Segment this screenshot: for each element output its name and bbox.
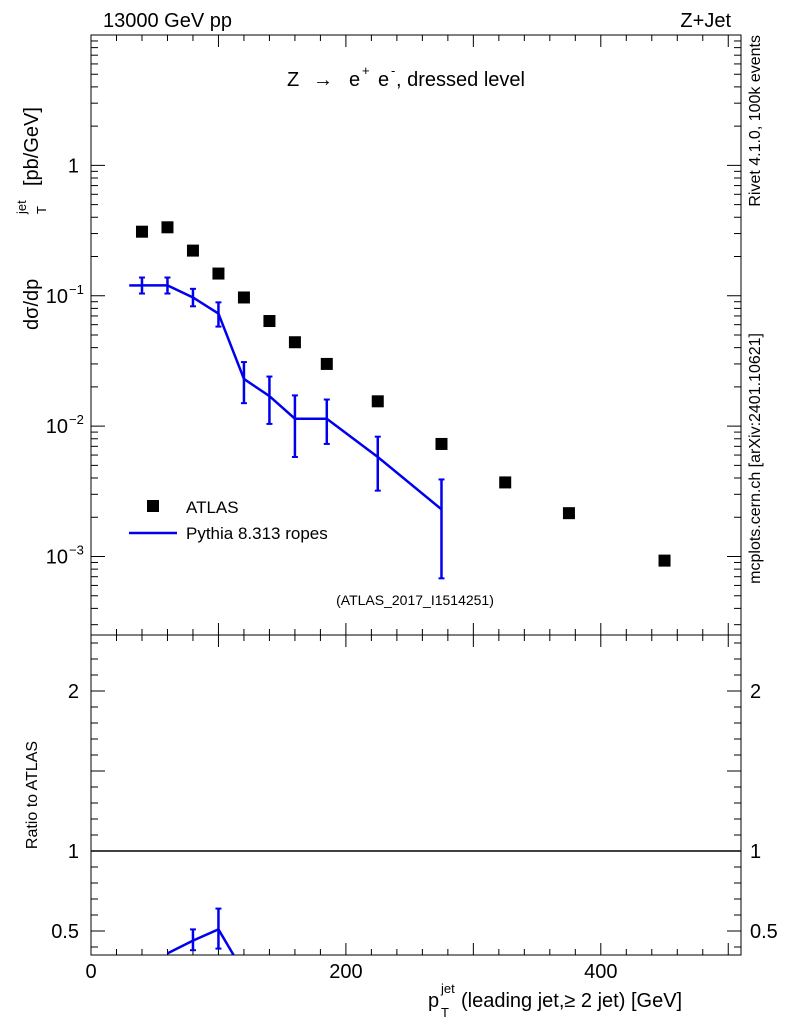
legend-label-pythia: Pythia 8.313 ropes (186, 524, 328, 543)
xlabel-sub: T (441, 1005, 449, 1020)
ratio-axis-ticks (90, 635, 741, 955)
ratio-ytick-left-2: 2 (68, 681, 79, 703)
ratio-y-tick-labels: 0.5 1 2 0.5 1 2 (51, 681, 778, 943)
title-arrow: → (313, 69, 333, 91)
analysis-watermark: (ATLAS_2017_I1514251) (336, 592, 494, 608)
ratio-ytick-right-1: 1 (750, 841, 761, 863)
ratio-ytick-right-2: 2 (750, 681, 761, 703)
title-rest: , dressed level (396, 69, 525, 91)
ytick-label-1e-2: 10 (46, 416, 68, 438)
xtick-label-400: 400 (584, 961, 617, 983)
xlabel-p: p (428, 990, 439, 1012)
atlas-point (371, 395, 384, 408)
atlas-point (161, 221, 174, 234)
atlas-point (186, 244, 199, 257)
title-e2: e (378, 69, 389, 91)
atlas-point (562, 507, 575, 520)
ytick-label-1: 1 (68, 155, 79, 177)
legend: ATLAS Pythia 8.313 ropes (129, 498, 328, 543)
xtick-label-0: 0 (85, 961, 96, 983)
xlabel-sup: jet (440, 981, 455, 996)
ratio-ytick-right-0p5: 0.5 (750, 921, 778, 943)
main-title: Z → e + e - , dressed level (287, 63, 525, 91)
ratio-plot-frame (90, 634, 742, 956)
ylabel-sup: jet (14, 200, 29, 215)
mc-line (141, 284, 443, 511)
title-e1: e (349, 69, 360, 91)
x-axis-label: p jet T (leading jet,≥ 2 jet) [GeV] (428, 981, 682, 1020)
atlas-point (658, 554, 671, 567)
ratio-data-layer (91, 850, 741, 955)
atlas-point (263, 315, 276, 328)
title-z: Z (287, 69, 299, 91)
xtick-label-200: 200 (329, 961, 362, 983)
main-y-tick-labels: 1 10 −1 10 −2 10 −3 (46, 155, 84, 568)
atlas-point (237, 291, 250, 304)
ylabel-sub: T (34, 206, 49, 214)
main-data-layer (129, 221, 671, 580)
rivet-label: Rivet 4.1.0, 100k events (747, 35, 764, 207)
header-right: Z+Jet (680, 10, 731, 32)
header-left: 13000 GeV pp (103, 10, 232, 32)
atlas-point (499, 476, 512, 489)
mcplots-label: mcplots.cern.ch [arXiv:2401.10621] (747, 333, 764, 584)
main-y-axis-label: dσ/dp jet T [pb/GeV] (14, 107, 49, 330)
ratio-ytick-left-1: 1 (68, 841, 79, 863)
title-minus: - (391, 63, 395, 78)
title-plus: + (362, 63, 370, 78)
ytick-exp-1e-1: −1 (69, 282, 84, 297)
ratio-y-axis-label: Ratio to ATLAS (24, 741, 41, 849)
x-tick-labels: 0 200 400 (85, 961, 617, 983)
atlas-point (135, 225, 148, 238)
ytick-exp-1e-3: −3 (69, 543, 84, 558)
atlas-point (320, 357, 333, 370)
ratio-mc-line (166, 927, 236, 955)
main-plot-frame (90, 34, 742, 636)
atlas-point (435, 437, 448, 450)
ytick-label-1e-3: 10 (46, 547, 68, 569)
xlabel-rest: (leading jet,≥ 2 jet) [GeV] (461, 990, 682, 1012)
atlas-point (288, 336, 301, 349)
legend-label-atlas: ATLAS (186, 498, 239, 517)
main-axis-ticks (90, 34, 741, 635)
ylabel-b: [pb/GeV] (21, 107, 43, 186)
ratio-ytick-left-0p5: 0.5 (51, 921, 79, 943)
ytick-exp-1e-2: −2 (69, 412, 84, 427)
ytick-label-1e-1: 10 (46, 286, 68, 308)
ylabel-a: dσ/dp (21, 279, 43, 330)
atlas-point (212, 267, 225, 280)
legend-marker-atlas (147, 500, 159, 512)
